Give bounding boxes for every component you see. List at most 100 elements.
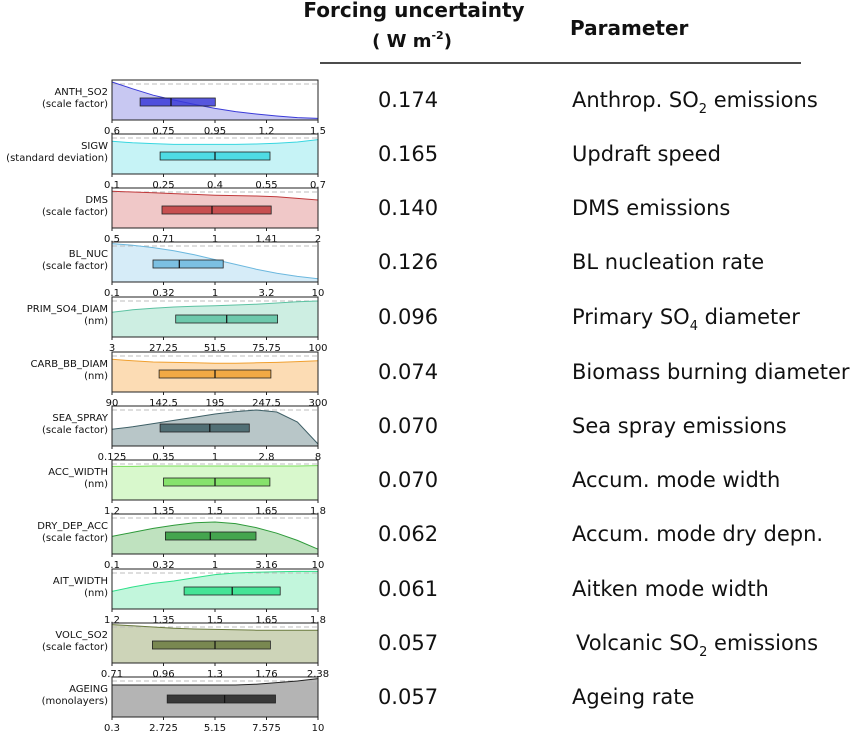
tick-label: 0.25 <box>152 180 174 191</box>
forcing-value: 0.126 <box>378 250 438 274</box>
density-curve <box>111 190 319 201</box>
row-dry-dep-acc: 0.1 0.32 1 3.16 10 DRY_DEP_ACC(scale factor) 0… <box>37 513 823 571</box>
forcing-column-title: Forcing uncertainty <box>303 0 524 22</box>
tick-label: 90 <box>106 398 119 409</box>
iqr-box <box>166 694 276 704</box>
forcing-value: 0.057 <box>378 685 438 709</box>
parameter-unit-label: (scale factor) <box>42 425 108 436</box>
density-area <box>112 82 318 120</box>
density-curve <box>111 81 319 119</box>
parameter-unit-label: (scale factor) <box>42 207 108 218</box>
iqr-box <box>139 97 216 107</box>
parameter-name-main: Updraft speed <box>572 142 721 166</box>
tick-label: 8 <box>315 452 321 463</box>
iqr-box <box>151 640 271 650</box>
parameter-unit-label: (nm) <box>84 371 108 382</box>
parameter-name: Aitken mode width <box>572 577 769 601</box>
tick-label: 1.2 <box>104 506 120 517</box>
parameter-unit-label: (scale factor) <box>42 533 108 544</box>
tick-label: 75.75 <box>252 343 281 354</box>
tick-label: 0.71 <box>101 669 123 680</box>
parameter-unit-label: (scale factor) <box>42 261 108 272</box>
tick-label: 142.5 <box>149 398 178 409</box>
forcing-value: 0.140 <box>378 196 438 220</box>
tick-label: 0.35 <box>152 452 174 463</box>
parameter-name-main: BL nucleation rate <box>572 250 764 274</box>
parameter-unit-label: (standard deviation) <box>6 153 108 164</box>
iqr-box <box>161 205 272 215</box>
tick-label: 0.71 <box>152 234 174 245</box>
forcing-value: 0.070 <box>378 414 438 438</box>
density-curve <box>112 465 319 467</box>
parameter-name-subscript: 4 <box>690 319 698 334</box>
tick-label: 3.2 <box>259 288 275 299</box>
tick-label: 0.125 <box>98 452 127 463</box>
parameter-code-label: CARB_BB_DIAM <box>31 359 108 370</box>
tick-label: 0.5 <box>104 234 120 245</box>
forcing-unit-close: ) <box>444 31 452 52</box>
parameter-name-main: Volcanic SO <box>576 631 699 655</box>
tick-label: 10 <box>312 723 325 734</box>
tick-label: 1.35 <box>152 506 174 517</box>
tick-label: 1.5 <box>310 126 326 137</box>
row-volc-so2: 0.71 0.96 1.3 1.76 2.38 VOLC_SO2(scale factor… <box>42 622 818 680</box>
tick-label: 1 <box>212 452 218 463</box>
parameter-name-main: Sea spray emissions <box>572 414 787 438</box>
parameter-name-main: Biomass burning diameter <box>572 360 850 384</box>
row-sigw: 0.1 0.25 0.4 0.55 0.7 SIGW(standard deviation… <box>6 133 721 191</box>
tick-label: 2.725 <box>149 723 178 734</box>
tick-label: 1.65 <box>255 615 277 626</box>
parameter-unit-label: (monolayers) <box>42 696 109 707</box>
parameter-code-label: PRIM_SO4_DIAM <box>27 304 108 315</box>
tick-label: 51.5 <box>204 343 226 354</box>
forcing-value: 0.165 <box>378 142 438 166</box>
tick-label: 100 <box>308 343 327 354</box>
forcing-value: 0.062 <box>378 522 438 546</box>
tick-label: 1.35 <box>152 615 174 626</box>
parameter-code-label: SEA_SPRAY <box>52 413 108 424</box>
row-prim-so4-diam: 3 27.25 51.5 75.75 100 PRIM_SO4_DIAM(nm) 0.096… <box>27 296 800 354</box>
tick-label: 195 <box>205 398 224 409</box>
tick-label: 2.38 <box>307 669 329 680</box>
tick-label: 1.5 <box>207 615 223 626</box>
parameter-name: Anthrop. SO2 emissions <box>572 88 818 117</box>
parameter-name-main: Primary SO <box>572 305 690 329</box>
parameter-unit-label: (scale factor) <box>42 642 108 653</box>
tick-label: 3 <box>109 343 115 354</box>
tick-label: 1.8 <box>310 615 326 626</box>
tick-label: 10 <box>312 560 325 571</box>
parameter-name: Biomass burning diameter <box>572 360 850 384</box>
tick-label: 27.25 <box>149 343 178 354</box>
parameter-name-rest: emissions <box>707 88 818 112</box>
forcing-value: 0.061 <box>378 577 438 601</box>
parameter-code-label: VOLC_SO2 <box>55 630 108 641</box>
parameter-name: Sea spray emissions <box>572 414 787 438</box>
row-sea-spray: 0.125 0.35 1 2.8 8 SEA_SPRAY(scale factor) 0.0… <box>42 405 787 463</box>
tick-label: 0.6 <box>104 126 120 137</box>
parameter-name-rest: diameter <box>698 305 800 329</box>
density-curve <box>111 300 319 313</box>
density-curve <box>111 521 319 550</box>
parameter-unit-label: (scale factor) <box>42 99 108 110</box>
row-carb-bb-diam: 90 142.5 195 247.5 300 CARB_BB_DIAM(nm) 0.074 B… <box>31 351 850 409</box>
parameter-code-label: ANTH_SO2 <box>54 87 108 98</box>
tick-label: 0.3 <box>104 723 120 734</box>
parameter-name-main: Accum. mode width <box>572 468 780 492</box>
row-acc-width: 1.2 1.35 1.5 1.65 1.8 ACC_WIDTH(nm) 0.070 Accum… <box>48 459 780 517</box>
forcing-value: 0.057 <box>378 631 438 655</box>
tick-label: 0.96 <box>152 669 174 680</box>
forcing-value: 0.070 <box>378 468 438 492</box>
tick-label: 10 <box>312 288 325 299</box>
parameter-code-label: ACC_WIDTH <box>48 467 108 478</box>
tick-label: 0.1 <box>104 288 120 299</box>
row-bl-nuc: 0.1 0.32 1 3.2 10 BL_NUC(scale factor) 0.126 BL… <box>42 241 764 299</box>
row-ageing: 0.3 2.725 5.15 7.575 10 AGEING(monolayers) 0.0… <box>42 676 694 734</box>
parameter-column-title: Parameter <box>570 16 689 40</box>
row-anth-so2: 0.6 0.75 0.95 1.2 1.5 ANTH_SO2(scale factor) 0… <box>42 79 818 137</box>
tick-label: 2.8 <box>259 452 275 463</box>
parameter-name: Ageing rate <box>572 685 694 709</box>
tick-label: 1.41 <box>255 234 277 245</box>
tick-label: 0.55 <box>255 180 277 191</box>
forcing-value: 0.096 <box>378 305 438 329</box>
